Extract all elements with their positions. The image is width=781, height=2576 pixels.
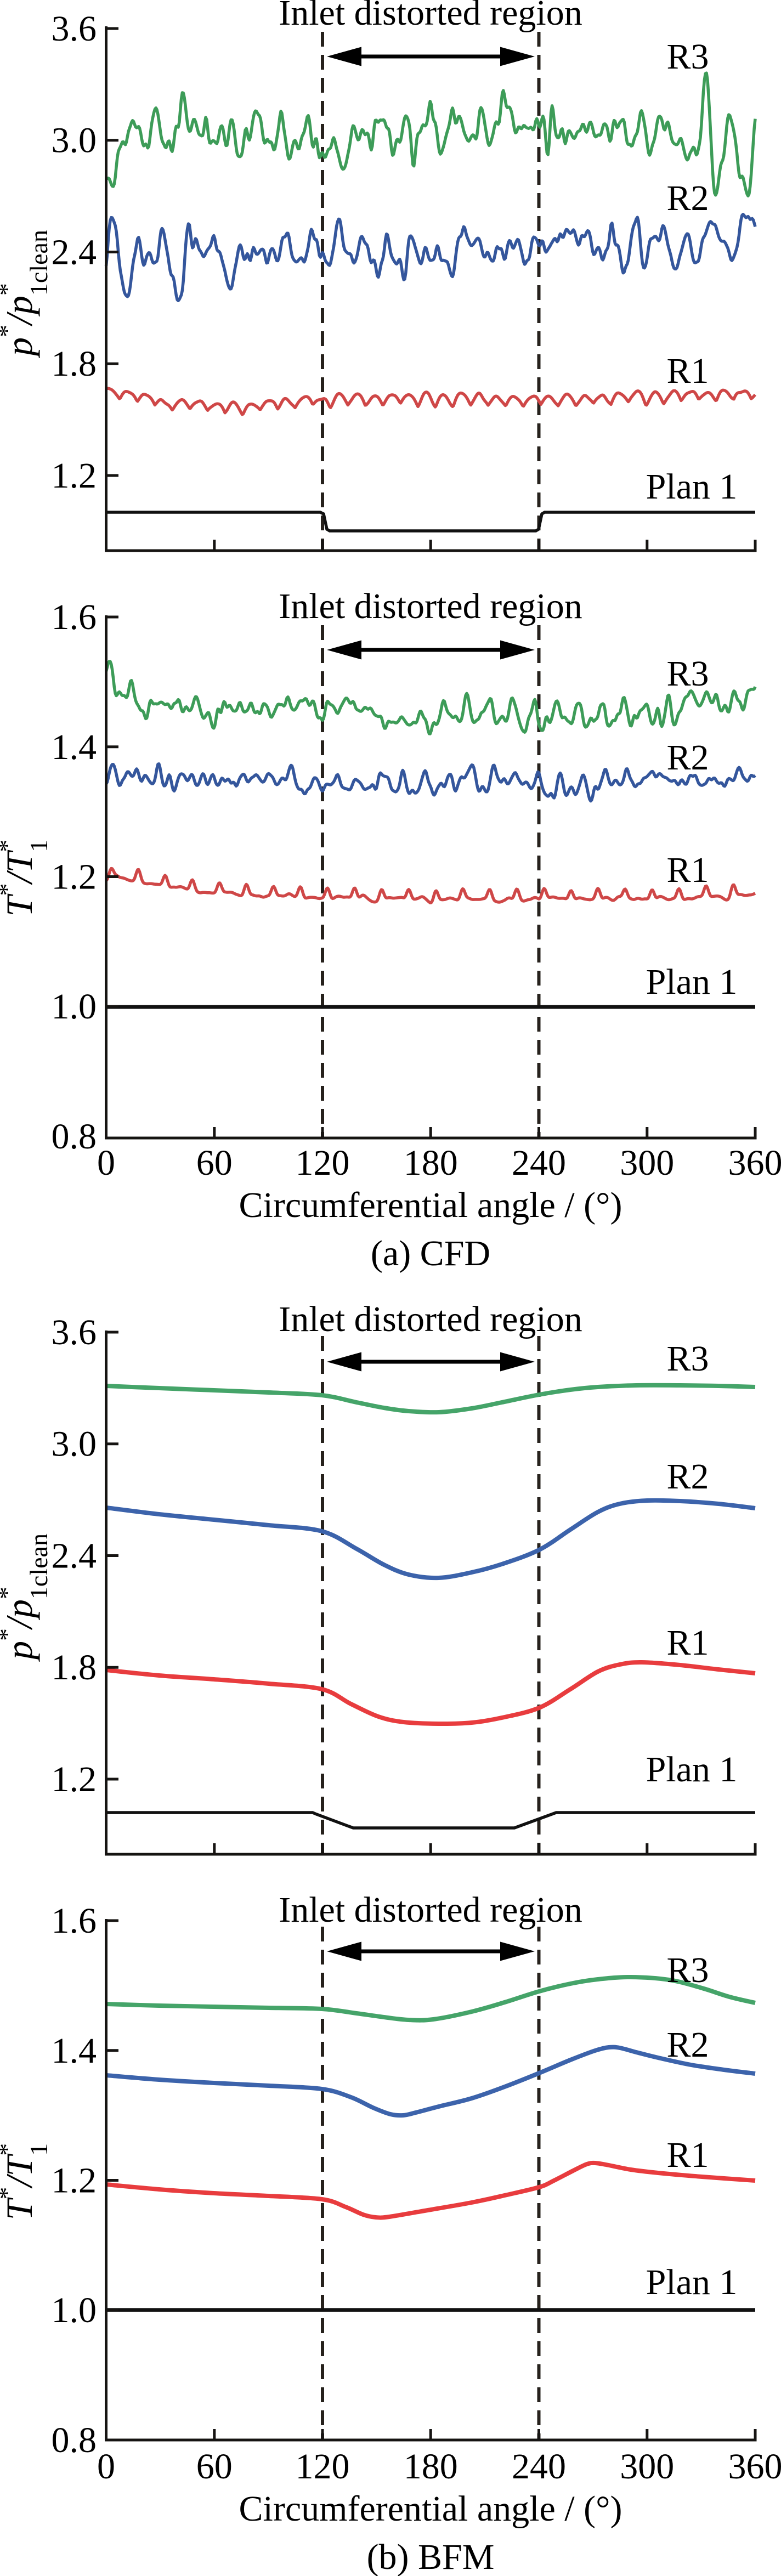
svg-text:3.0: 3.0 bbox=[52, 121, 97, 161]
svg-text:360: 360 bbox=[728, 2447, 781, 2487]
svg-text:180: 180 bbox=[404, 2447, 458, 2487]
svg-text:1.8: 1.8 bbox=[52, 344, 97, 384]
svg-text:300: 300 bbox=[620, 1143, 674, 1183]
svg-text:60: 60 bbox=[196, 1143, 233, 1183]
svg-text:1.2: 1.2 bbox=[52, 1759, 97, 1799]
svg-text:Circumferential angle / (°): Circumferential angle / (°) bbox=[239, 1185, 622, 1225]
svg-text:240: 240 bbox=[512, 1143, 566, 1183]
svg-text:Inlet distorted region: Inlet distorted region bbox=[279, 586, 582, 626]
svg-text:2.4: 2.4 bbox=[52, 1536, 97, 1576]
svg-text:Plan 1: Plan 1 bbox=[646, 1750, 738, 1790]
svg-text:R3: R3 bbox=[666, 654, 709, 694]
svg-text:1.4: 1.4 bbox=[52, 727, 97, 767]
svg-text:R2: R2 bbox=[666, 2025, 709, 2065]
svg-text:2.4: 2.4 bbox=[52, 233, 97, 273]
svg-text:1.6: 1.6 bbox=[52, 1901, 97, 1941]
svg-text:T*/T*1: T*/T*1 bbox=[0, 2143, 53, 2221]
svg-text:Inlet distorted region: Inlet distorted region bbox=[279, 1299, 582, 1339]
svg-text:Plan 1: Plan 1 bbox=[646, 467, 738, 507]
svg-text:3.0: 3.0 bbox=[52, 1424, 97, 1464]
svg-text:R2: R2 bbox=[666, 178, 709, 218]
svg-text:Inlet distorted region: Inlet distorted region bbox=[279, 0, 582, 33]
svg-text:Plan 1: Plan 1 bbox=[646, 2262, 738, 2302]
svg-text:1.2: 1.2 bbox=[52, 857, 97, 897]
svg-text:1.6: 1.6 bbox=[52, 597, 97, 637]
svg-text:(a) CFD: (a) CFD bbox=[371, 1233, 490, 1273]
svg-text:180: 180 bbox=[404, 1143, 458, 1183]
svg-text:Circumferential angle / (°): Circumferential angle / (°) bbox=[239, 2489, 622, 2529]
svg-text:240: 240 bbox=[512, 2447, 566, 2487]
svg-text:R2: R2 bbox=[666, 1457, 709, 1497]
svg-text:R3: R3 bbox=[666, 1339, 709, 1379]
svg-text:3.6: 3.6 bbox=[52, 9, 97, 49]
svg-text:0: 0 bbox=[97, 1143, 115, 1183]
svg-text:T*/T*1: T*/T*1 bbox=[0, 840, 53, 917]
svg-text:1.2: 1.2 bbox=[52, 456, 97, 496]
svg-text:0.8: 0.8 bbox=[52, 1117, 97, 1157]
svg-text:1.4: 1.4 bbox=[52, 2031, 97, 2071]
svg-text:(b) BFM: (b) BFM bbox=[367, 2537, 495, 2576]
svg-text:p*/p*1clean: p*/p*1clean bbox=[0, 1533, 53, 1662]
svg-text:0: 0 bbox=[97, 2447, 115, 2487]
svg-text:1.0: 1.0 bbox=[52, 2290, 97, 2330]
svg-text:360: 360 bbox=[728, 1143, 781, 1183]
svg-text:R1: R1 bbox=[666, 1623, 709, 1663]
svg-text:R2: R2 bbox=[666, 738, 709, 778]
svg-text:120: 120 bbox=[296, 1143, 350, 1183]
svg-text:1.0: 1.0 bbox=[52, 987, 97, 1027]
svg-text:R1: R1 bbox=[666, 351, 709, 391]
svg-text:Inlet distorted region: Inlet distorted region bbox=[279, 1890, 582, 1930]
svg-text:3.6: 3.6 bbox=[52, 1312, 97, 1352]
svg-text:1.8: 1.8 bbox=[52, 1647, 97, 1688]
svg-text:120: 120 bbox=[296, 2447, 350, 2487]
svg-text:60: 60 bbox=[196, 2447, 233, 2487]
svg-text:0.8: 0.8 bbox=[52, 2420, 97, 2460]
svg-text:300: 300 bbox=[620, 2447, 674, 2487]
svg-text:R3: R3 bbox=[666, 37, 709, 77]
svg-text:1.2: 1.2 bbox=[52, 2161, 97, 2201]
svg-text:R1: R1 bbox=[666, 2135, 709, 2175]
svg-text:R1: R1 bbox=[666, 850, 709, 890]
svg-text:R3: R3 bbox=[666, 1950, 709, 1990]
svg-text:p*/p*1clean: p*/p*1clean bbox=[0, 230, 53, 358]
svg-text:Plan 1: Plan 1 bbox=[646, 962, 738, 1002]
